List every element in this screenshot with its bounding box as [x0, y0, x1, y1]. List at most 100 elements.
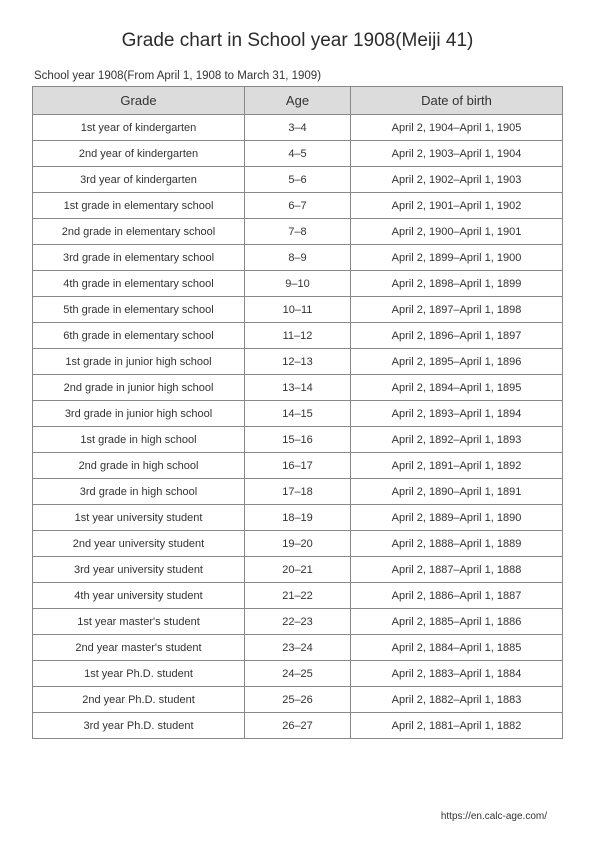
cell-age: 14–15 — [245, 401, 351, 427]
cell-grade: 5th grade in elementary school — [33, 297, 245, 323]
cell-dob: April 2, 1891–April 1, 1892 — [351, 453, 563, 479]
cell-age: 18–19 — [245, 505, 351, 531]
cell-grade: 3rd year of kindergarten — [33, 167, 245, 193]
cell-age: 21–22 — [245, 583, 351, 609]
cell-age: 4–5 — [245, 141, 351, 167]
cell-dob: April 2, 1882–April 1, 1883 — [351, 687, 563, 713]
cell-dob: April 2, 1881–April 1, 1882 — [351, 713, 563, 739]
cell-age: 20–21 — [245, 557, 351, 583]
cell-grade: 2nd year of kindergarten — [33, 141, 245, 167]
page-title: Grade chart in School year 1908(Meiji 41… — [32, 30, 563, 52]
cell-grade: 1st year of kindergarten — [33, 115, 245, 141]
cell-dob: April 2, 1898–April 1, 1899 — [351, 271, 563, 297]
cell-dob: April 2, 1902–April 1, 1903 — [351, 167, 563, 193]
grade-table: Grade Age Date of birth 1st year of kind… — [32, 86, 563, 739]
table-row: 1st year Ph.D. student24–25April 2, 1883… — [33, 661, 563, 687]
table-row: 1st grade in elementary school6–7April 2… — [33, 193, 563, 219]
cell-grade: 4th year university student — [33, 583, 245, 609]
cell-age: 23–24 — [245, 635, 351, 661]
cell-grade: 1st year Ph.D. student — [33, 661, 245, 687]
cell-grade: 3rd grade in high school — [33, 479, 245, 505]
cell-grade: 1st grade in junior high school — [33, 349, 245, 375]
column-header-dob: Date of birth — [351, 87, 563, 115]
cell-grade: 2nd grade in elementary school — [33, 219, 245, 245]
table-row: 5th grade in elementary school10–11April… — [33, 297, 563, 323]
table-row: 1st grade in junior high school12–13Apri… — [33, 349, 563, 375]
cell-dob: April 2, 1900–April 1, 1901 — [351, 219, 563, 245]
cell-age: 8–9 — [245, 245, 351, 271]
cell-dob: April 2, 1893–April 1, 1894 — [351, 401, 563, 427]
table-row: 3rd grade in high school17–18April 2, 18… — [33, 479, 563, 505]
table-row: 2nd year master's student23–24April 2, 1… — [33, 635, 563, 661]
cell-age: 13–14 — [245, 375, 351, 401]
table-row: 2nd year of kindergarten4–5April 2, 1903… — [33, 141, 563, 167]
cell-dob: April 2, 1901–April 1, 1902 — [351, 193, 563, 219]
table-row: 2nd grade in junior high school13–14Apri… — [33, 375, 563, 401]
cell-dob: April 2, 1883–April 1, 1884 — [351, 661, 563, 687]
cell-grade: 4th grade in elementary school — [33, 271, 245, 297]
cell-grade: 3rd year Ph.D. student — [33, 713, 245, 739]
cell-age: 15–16 — [245, 427, 351, 453]
cell-age: 12–13 — [245, 349, 351, 375]
cell-grade: 3rd year university student — [33, 557, 245, 583]
column-header-age: Age — [245, 87, 351, 115]
cell-grade: 1st grade in elementary school — [33, 193, 245, 219]
table-row: 3rd grade in elementary school8–9April 2… — [33, 245, 563, 271]
table-row: 6th grade in elementary school11–12April… — [33, 323, 563, 349]
cell-age: 10–11 — [245, 297, 351, 323]
cell-age: 11–12 — [245, 323, 351, 349]
table-row: 3rd year of kindergarten5–6April 2, 1902… — [33, 167, 563, 193]
cell-age: 26–27 — [245, 713, 351, 739]
cell-grade: 6th grade in elementary school — [33, 323, 245, 349]
cell-grade: 1st year master's student — [33, 609, 245, 635]
table-row: 1st year university student18–19April 2,… — [33, 505, 563, 531]
cell-dob: April 2, 1892–April 1, 1893 — [351, 427, 563, 453]
cell-dob: April 2, 1890–April 1, 1891 — [351, 479, 563, 505]
cell-age: 17–18 — [245, 479, 351, 505]
table-row: 2nd year Ph.D. student25–26April 2, 1882… — [33, 687, 563, 713]
cell-grade: 2nd year university student — [33, 531, 245, 557]
cell-dob: April 2, 1888–April 1, 1889 — [351, 531, 563, 557]
cell-dob: April 2, 1903–April 1, 1904 — [351, 141, 563, 167]
cell-dob: April 2, 1894–April 1, 1895 — [351, 375, 563, 401]
column-header-grade: Grade — [33, 87, 245, 115]
subtitle: School year 1908(From April 1, 1908 to M… — [34, 70, 563, 82]
cell-grade: 1st grade in high school — [33, 427, 245, 453]
cell-grade: 2nd year master's student — [33, 635, 245, 661]
cell-grade: 3rd grade in junior high school — [33, 401, 245, 427]
cell-dob: April 2, 1895–April 1, 1896 — [351, 349, 563, 375]
cell-dob: April 2, 1889–April 1, 1890 — [351, 505, 563, 531]
cell-dob: April 2, 1884–April 1, 1885 — [351, 635, 563, 661]
cell-grade: 2nd year Ph.D. student — [33, 687, 245, 713]
table-header-row: Grade Age Date of birth — [33, 87, 563, 115]
table-row: 2nd year university student19–20April 2,… — [33, 531, 563, 557]
table-row: 1st year of kindergarten3–4April 2, 1904… — [33, 115, 563, 141]
table-row: 2nd grade in elementary school7–8April 2… — [33, 219, 563, 245]
cell-grade: 2nd grade in junior high school — [33, 375, 245, 401]
table-row: 3rd grade in junior high school14–15Apri… — [33, 401, 563, 427]
footer-url: https://en.calc-age.com/ — [441, 811, 547, 822]
table-row: 3rd year university student20–21April 2,… — [33, 557, 563, 583]
cell-dob: April 2, 1896–April 1, 1897 — [351, 323, 563, 349]
cell-age: 16–17 — [245, 453, 351, 479]
cell-age: 19–20 — [245, 531, 351, 557]
table-row: 3rd year Ph.D. student26–27April 2, 1881… — [33, 713, 563, 739]
cell-age: 25–26 — [245, 687, 351, 713]
table-row: 1st grade in high school15–16April 2, 18… — [33, 427, 563, 453]
cell-grade: 1st year university student — [33, 505, 245, 531]
cell-age: 3–4 — [245, 115, 351, 141]
cell-age: 5–6 — [245, 167, 351, 193]
table-row: 4th grade in elementary school9–10April … — [33, 271, 563, 297]
cell-age: 22–23 — [245, 609, 351, 635]
cell-grade: 2nd grade in high school — [33, 453, 245, 479]
cell-dob: April 2, 1886–April 1, 1887 — [351, 583, 563, 609]
cell-age: 9–10 — [245, 271, 351, 297]
cell-grade: 3rd grade in elementary school — [33, 245, 245, 271]
table-row: 2nd grade in high school16–17April 2, 18… — [33, 453, 563, 479]
cell-age: 24–25 — [245, 661, 351, 687]
cell-dob: April 2, 1887–April 1, 1888 — [351, 557, 563, 583]
cell-dob: April 2, 1885–April 1, 1886 — [351, 609, 563, 635]
cell-dob: April 2, 1899–April 1, 1900 — [351, 245, 563, 271]
cell-age: 7–8 — [245, 219, 351, 245]
table-body: 1st year of kindergarten3–4April 2, 1904… — [33, 115, 563, 739]
